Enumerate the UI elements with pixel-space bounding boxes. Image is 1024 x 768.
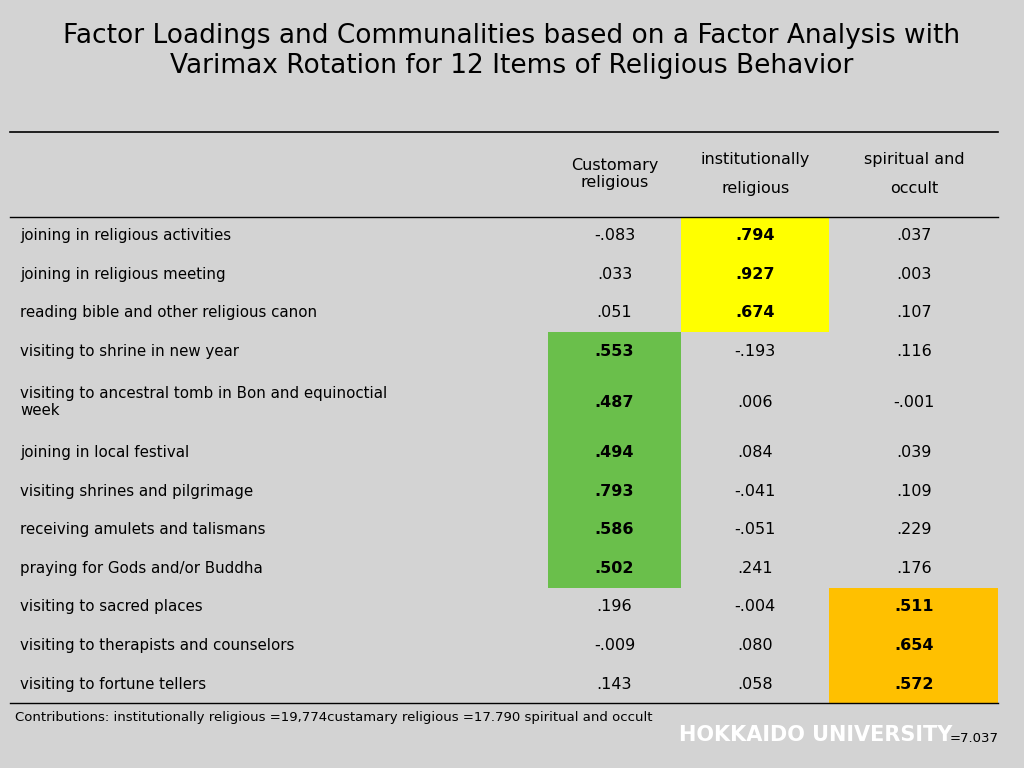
- Text: institutionally: institutionally: [700, 152, 810, 167]
- Bar: [829, 626, 998, 665]
- Text: visiting to ancestral tomb in Bon and equinoctial
week: visiting to ancestral tomb in Bon and eq…: [20, 386, 388, 419]
- Text: joining in religious meeting: joining in religious meeting: [20, 266, 226, 282]
- Text: .229: .229: [896, 522, 932, 538]
- Text: .003: .003: [896, 266, 932, 282]
- Text: spiritual and: spiritual and: [863, 152, 965, 167]
- Text: .058: .058: [737, 677, 773, 691]
- Text: -.001: -.001: [893, 395, 935, 409]
- Text: .511: .511: [894, 600, 934, 614]
- Text: .080: .080: [737, 638, 773, 653]
- Bar: [548, 511, 681, 549]
- Text: -.004: -.004: [734, 600, 776, 614]
- Text: .176: .176: [896, 561, 932, 576]
- Text: .674: .674: [735, 306, 775, 320]
- Text: -.083: -.083: [594, 228, 635, 243]
- Bar: [681, 255, 829, 293]
- Text: .084: .084: [737, 445, 773, 460]
- Text: joining in local festival: joining in local festival: [20, 445, 189, 460]
- Text: .116: .116: [896, 344, 932, 359]
- Bar: [548, 472, 681, 511]
- Text: .502: .502: [595, 561, 634, 576]
- Text: praying for Gods and/or Buddha: praying for Gods and/or Buddha: [20, 561, 263, 576]
- Text: .654: .654: [894, 638, 934, 653]
- Text: Factor Loadings and Communalities based on a Factor Analysis with
Varimax Rotati: Factor Loadings and Communalities based …: [63, 23, 961, 78]
- Text: -.051: -.051: [734, 522, 776, 538]
- Text: .107: .107: [896, 306, 932, 320]
- Text: visiting to shrine in new year: visiting to shrine in new year: [20, 344, 240, 359]
- Text: .572: .572: [894, 677, 934, 691]
- Text: .487: .487: [595, 395, 634, 409]
- Text: .037: .037: [896, 228, 932, 243]
- Bar: [829, 588, 998, 626]
- Text: -.193: -.193: [734, 344, 776, 359]
- Bar: [681, 217, 829, 255]
- Text: Contributions: institutionally religious =19,774custamary religious =17.790 spir: Contributions: institutionally religious…: [15, 711, 653, 724]
- Text: .039: .039: [896, 445, 932, 460]
- Text: .143: .143: [597, 677, 632, 691]
- Text: .241: .241: [737, 561, 773, 576]
- Text: reading bible and other religious canon: reading bible and other religious canon: [20, 306, 317, 320]
- Text: visiting to sacred places: visiting to sacred places: [20, 600, 203, 614]
- Text: receiving amulets and talismans: receiving amulets and talismans: [20, 522, 266, 538]
- Text: .006: .006: [737, 395, 773, 409]
- Bar: [829, 665, 998, 703]
- Text: visiting shrines and pilgrimage: visiting shrines and pilgrimage: [20, 484, 254, 499]
- Text: joining in religious activities: joining in religious activities: [20, 228, 231, 243]
- Text: .196: .196: [597, 600, 632, 614]
- Text: .033: .033: [597, 266, 632, 282]
- Text: .051: .051: [597, 306, 632, 320]
- Bar: [548, 332, 681, 371]
- Bar: [548, 371, 681, 434]
- Text: Customary
religious: Customary religious: [570, 158, 658, 190]
- Text: visiting to fortune tellers: visiting to fortune tellers: [20, 677, 207, 691]
- Bar: [681, 293, 829, 332]
- Text: =7.037: =7.037: [949, 732, 998, 745]
- Bar: [548, 549, 681, 588]
- Bar: [548, 434, 681, 472]
- Text: .794: .794: [735, 228, 775, 243]
- Text: -.009: -.009: [594, 638, 635, 653]
- Text: .793: .793: [595, 484, 634, 499]
- Text: .927: .927: [735, 266, 775, 282]
- Text: .586: .586: [595, 522, 634, 538]
- Text: visiting to therapists and counselors: visiting to therapists and counselors: [20, 638, 295, 653]
- Text: .494: .494: [595, 445, 634, 460]
- Text: -.041: -.041: [734, 484, 776, 499]
- Text: religious: religious: [721, 181, 790, 197]
- Text: .109: .109: [896, 484, 932, 499]
- Text: occult: occult: [890, 181, 938, 197]
- Text: .553: .553: [595, 344, 634, 359]
- Text: HOKKAIDO UNIVERSITY: HOKKAIDO UNIVERSITY: [679, 725, 952, 746]
